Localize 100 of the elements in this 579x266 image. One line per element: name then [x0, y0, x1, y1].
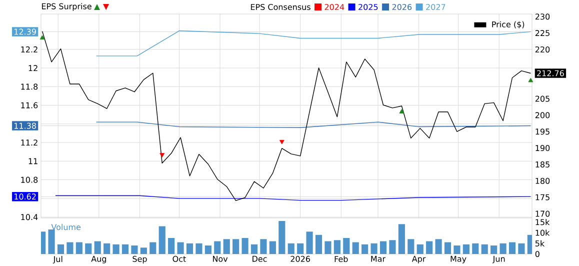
point: [399, 109, 404, 114]
bar: [389, 240, 396, 254]
bar: [150, 242, 156, 254]
bar: [306, 232, 313, 254]
y2-tick-label: 195: [536, 128, 550, 135]
y-tick-label: 11.6: [21, 102, 38, 108]
x-tick-label: 2026: [290, 256, 310, 262]
bar: [250, 244, 258, 254]
bar: [242, 238, 248, 254]
y-tick-label: 10.4: [21, 214, 38, 220]
y2-tick-label: 205: [535, 96, 550, 102]
y-tick-label: 10k: [536, 230, 550, 236]
point: [528, 78, 534, 82]
x-tick-label: Jun: [492, 256, 505, 264]
bar: [278, 220, 286, 254]
bar: [334, 240, 340, 254]
bar: [297, 243, 304, 254]
x-tick-label: Apr: [412, 256, 426, 264]
legend-label: 2025: [358, 4, 378, 10]
bar: [196, 243, 202, 254]
y-tick-label: 10.8: [21, 176, 38, 183]
bar: [500, 243, 506, 254]
y-tick-label: 11.38: [14, 122, 36, 129]
bar: [186, 243, 194, 254]
bar: [94, 241, 101, 254]
x-tick-label: May: [450, 256, 466, 264]
bar: [232, 239, 240, 254]
y-tick-label: 11.8: [21, 84, 38, 90]
bar: [462, 244, 470, 254]
y2-tick-label: 225: [535, 30, 550, 36]
x-tick-label: Nov: [213, 256, 228, 262]
bar: [362, 244, 368, 254]
bar: [508, 242, 516, 254]
y2-tick-label: 170: [536, 210, 550, 217]
bar: [76, 242, 82, 254]
y-tick-label: 12.2: [21, 46, 38, 52]
point: [160, 153, 165, 158]
text: EPS Surprise: [42, 3, 92, 11]
y-tick-label: 11.2: [21, 140, 38, 146]
bar: [122, 244, 129, 254]
bar: [66, 242, 74, 254]
line-series: [96, 30, 532, 56]
bar: [454, 245, 460, 254]
y-tick-label: 12.39: [14, 28, 36, 35]
bar: [112, 244, 120, 254]
bar: [398, 224, 405, 254]
x-tick-label: Sep: [132, 256, 147, 264]
bar: [214, 241, 221, 254]
legend-label: 2027: [426, 4, 446, 10]
y2-tick-label: 200: [535, 112, 550, 118]
x-tick-label: Aug: [91, 256, 106, 264]
bar: [57, 244, 64, 254]
y2-tick-label: 175: [536, 194, 550, 200]
bar: [104, 243, 110, 254]
point: [279, 140, 284, 144]
bar: [435, 239, 442, 254]
bar: [158, 226, 166, 254]
y-tick-label: 11: [28, 158, 38, 164]
bar: [85, 243, 92, 254]
bar: [131, 245, 138, 254]
x-tick-label: Jul: [52, 256, 62, 264]
bar: [416, 244, 424, 254]
bar: [324, 241, 332, 254]
bar: [288, 243, 294, 254]
bar: [352, 242, 359, 254]
y2-tick-label: 212.76: [537, 70, 564, 76]
bar: [426, 241, 433, 254]
x-tick-label: Dec: [252, 256, 267, 262]
bar: [408, 239, 414, 254]
y2-tick-label: 230: [535, 14, 550, 20]
bar: [223, 239, 230, 254]
bar: [315, 234, 322, 254]
bar: [269, 241, 276, 254]
y-tick-label: 0: [535, 250, 540, 258]
y-tick-label: 12: [28, 65, 38, 71]
bar: [472, 243, 479, 254]
y2-tick-label: 180: [536, 178, 550, 184]
bar: [140, 248, 147, 254]
y-tick-label: 15k: [536, 218, 550, 226]
bar: [260, 239, 267, 254]
y-tick-label: 10.62: [14, 194, 36, 200]
y2-tick-label: 185: [536, 161, 550, 168]
bar: [370, 243, 378, 254]
bar: [177, 242, 184, 254]
legend-label: 2026: [392, 4, 412, 10]
point: [40, 35, 45, 40]
y2-tick-label: 190: [536, 144, 550, 152]
x-tick-label: Feb: [334, 256, 348, 262]
text: Volume: [51, 224, 81, 230]
legend-label: Price ($): [492, 21, 524, 28]
bar: [490, 245, 498, 254]
legend-title: EPS Consensus: [250, 4, 310, 10]
bar: [380, 241, 387, 254]
y2-tick-label: 220: [535, 46, 550, 52]
x-tick-label: Mar: [371, 256, 386, 262]
legend-label: 2024: [324, 4, 344, 10]
bar: [481, 244, 488, 254]
y-tick-label: 5k: [535, 240, 545, 246]
bar: [168, 238, 175, 254]
bar: [444, 242, 452, 254]
